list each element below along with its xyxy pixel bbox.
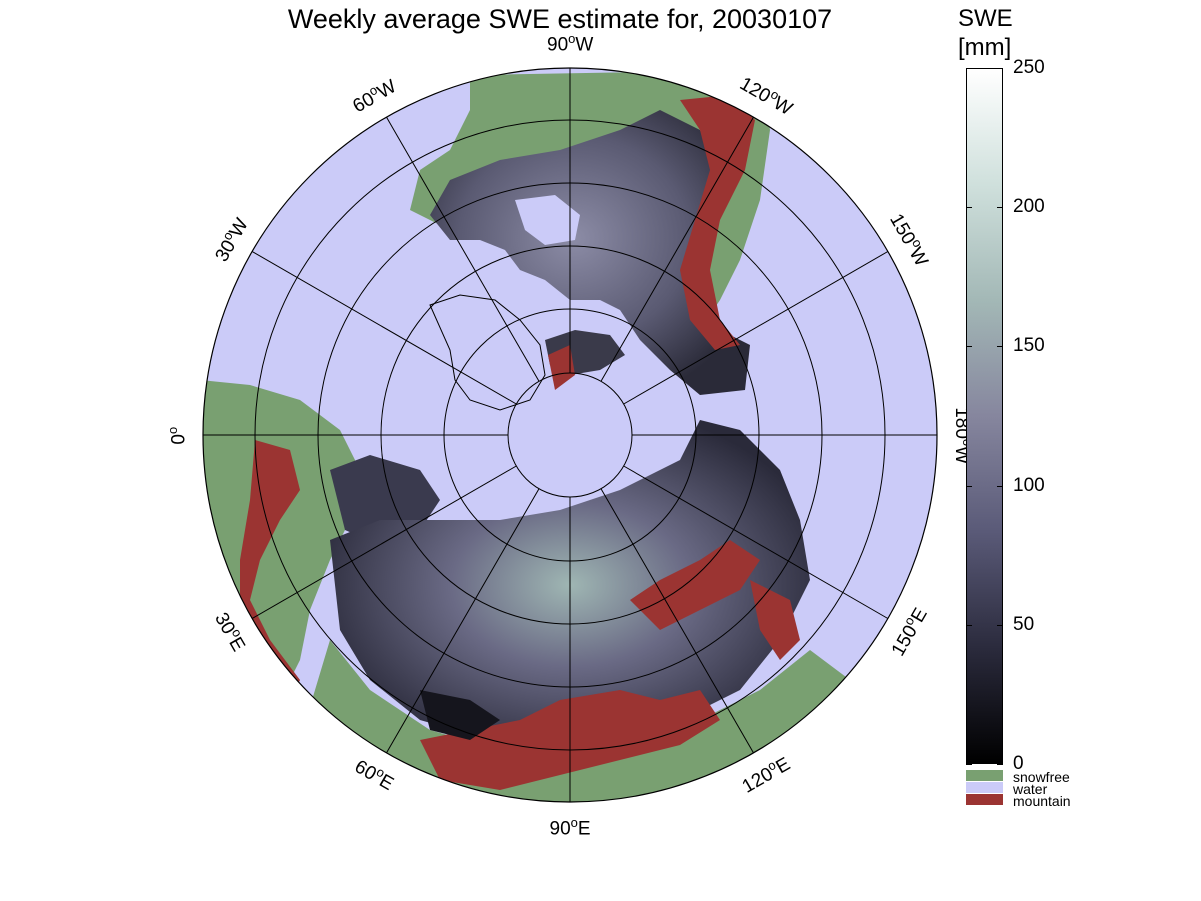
colorbar-tick-label: 50 bbox=[1013, 613, 1035, 635]
colorbar-title-line1: SWE bbox=[958, 5, 1013, 32]
legend-label-mountain: mountain bbox=[1013, 793, 1071, 809]
legend-swatch-snowfree bbox=[966, 770, 1003, 781]
meridian-line bbox=[386, 488, 540, 754]
meridian-line bbox=[386, 116, 540, 382]
colorbar-tick-mark bbox=[997, 485, 1003, 487]
meridian-line bbox=[600, 488, 754, 754]
greenland-outline bbox=[429, 294, 546, 411]
colorbar-tick-mark bbox=[997, 207, 1003, 209]
siberia-mountain-band bbox=[630, 540, 760, 630]
colorbar-tick-mark bbox=[997, 346, 1003, 348]
meridian-lines bbox=[203, 68, 937, 802]
colorbar-tick-label: 100 bbox=[1013, 474, 1045, 496]
meridian-line bbox=[623, 465, 889, 619]
north-america-snow bbox=[430, 110, 750, 395]
colorbar-tick-label: 250 bbox=[1013, 57, 1045, 78]
meridian-line bbox=[251, 465, 517, 619]
colorbar-tick-mark bbox=[966, 207, 972, 209]
colorbar-tick-mark bbox=[997, 624, 1003, 626]
colorbar-title: SWE [mm] bbox=[958, 4, 1013, 62]
legend-swatch-mountain bbox=[966, 794, 1003, 805]
legend-swatch-water bbox=[966, 782, 1003, 793]
colorbar-tick-label: 200 bbox=[1013, 196, 1045, 218]
longitude-label: 0o bbox=[165, 426, 190, 445]
kamchatka-mountain bbox=[750, 580, 800, 660]
colorbar-tick-mark bbox=[966, 764, 972, 765]
legend-label-snowfree: snowfree bbox=[1013, 769, 1070, 785]
hudson-bay bbox=[515, 195, 580, 245]
colorbar-tick-mark bbox=[966, 485, 972, 487]
meridian-line bbox=[600, 116, 754, 382]
colorbar-tick-label: 150 bbox=[1013, 335, 1045, 357]
colorbar-tick-label: 0 bbox=[1013, 753, 1024, 774]
colorbar-title-line2: [mm] bbox=[958, 34, 1012, 61]
colorbar-tick-mark bbox=[966, 624, 972, 626]
ellesmere-mountain bbox=[548, 345, 575, 390]
meridian-line bbox=[623, 251, 889, 405]
longitude-label: 90oE bbox=[549, 814, 591, 839]
page-title: Weekly average SWE estimate for, 2003010… bbox=[287, 4, 833, 34]
colorbar-tick-mark bbox=[997, 764, 1003, 765]
meridian-line bbox=[251, 251, 517, 405]
map-border bbox=[202, 67, 938, 803]
colorbar-gradient bbox=[966, 68, 1003, 764]
colorbar-tick-mark bbox=[997, 68, 1003, 69]
colorbar-tick-mark bbox=[966, 346, 972, 348]
colorbar-tick-mark bbox=[966, 68, 972, 69]
legend-label-water: water bbox=[1013, 781, 1048, 797]
longitude-label: 90oW bbox=[547, 30, 594, 55]
rockies-mountain bbox=[680, 95, 755, 350]
dark-south-asia bbox=[420, 690, 500, 740]
